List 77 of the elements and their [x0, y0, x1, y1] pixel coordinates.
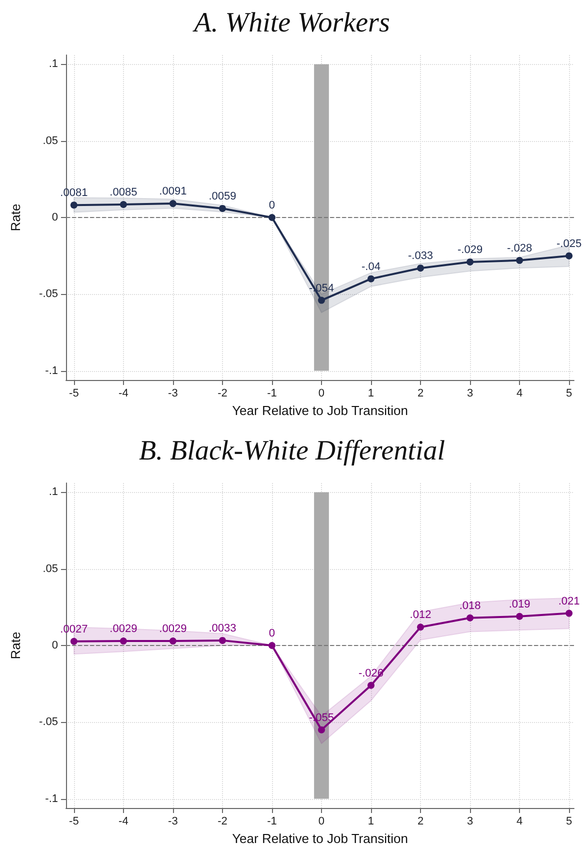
y-tick-label: 0	[52, 640, 58, 652]
point	[466, 258, 474, 266]
point	[318, 296, 325, 304]
y-tick-label: .1	[48, 486, 58, 498]
point	[566, 252, 573, 260]
y-tick-label: -.05	[39, 716, 58, 728]
point	[218, 636, 226, 644]
data-label: .019	[508, 598, 530, 610]
point	[318, 726, 325, 734]
data-label: .018	[459, 600, 481, 612]
point	[120, 638, 127, 645]
x-axis-title: Year Relative to Job Transition	[232, 403, 408, 418]
point	[368, 682, 374, 689]
point	[417, 624, 424, 631]
x-tick-label: -3	[168, 816, 178, 828]
point	[466, 614, 474, 622]
x-tick-label: -5	[69, 388, 79, 400]
data-label: .0029	[159, 623, 187, 636]
y-tick-label: -.1	[45, 792, 58, 805]
point	[417, 264, 424, 272]
x-tick-label: -4	[118, 816, 128, 828]
data-label: .0059	[208, 190, 236, 202]
x-tick-label: 5	[566, 388, 572, 400]
y-tick-label: .05	[42, 562, 58, 575]
data-label: .0085	[110, 186, 138, 198]
data-label: .012	[410, 609, 432, 622]
point	[368, 275, 374, 282]
data-label: .0029	[110, 623, 138, 636]
x-tick-label: 0	[318, 816, 325, 828]
x-tick-label: 1	[368, 816, 374, 828]
x-tick-label: 1	[368, 388, 374, 400]
data-label: 0	[268, 628, 276, 640]
x-tick-label: -2	[218, 388, 228, 400]
x-tick-label: -2	[218, 816, 228, 828]
y-tick-label: -.1	[45, 364, 58, 377]
x-tick-label: -5	[69, 816, 79, 828]
point	[268, 642, 276, 649]
data-label: -.025	[556, 238, 582, 250]
data-label: .021	[558, 595, 580, 608]
x-tick-label: 0	[318, 388, 325, 400]
point	[169, 638, 176, 645]
point	[268, 214, 276, 221]
y-axis-title: Rate	[8, 204, 23, 232]
x-tick-label: 2	[417, 816, 424, 828]
point	[566, 610, 573, 617]
data-label: -.028	[506, 242, 532, 254]
point	[120, 200, 127, 208]
x-tick-label: -4	[118, 388, 128, 400]
point	[70, 202, 78, 209]
x-tick-label: 4	[516, 388, 523, 400]
data-label: -.04	[362, 260, 380, 273]
point	[218, 204, 226, 212]
x-tick-label: 3	[466, 816, 474, 828]
x-tick-label: 3	[466, 388, 474, 400]
chart-title: A. White Workers	[192, 8, 390, 38]
data-label: 0	[268, 200, 276, 212]
x-tick-label: 4	[516, 816, 523, 828]
point	[516, 256, 524, 264]
point	[516, 612, 524, 620]
y-tick-label: .1	[48, 58, 58, 70]
y-tick-label: .05	[42, 134, 58, 147]
data-label: .0033	[208, 622, 236, 634]
point	[169, 200, 176, 208]
x-tick-label: 2	[417, 388, 424, 400]
x-tick-label: -1	[267, 388, 277, 400]
x-axis-title: Year Relative to Job Transition	[232, 831, 408, 846]
x-tick-label: 5	[566, 816, 572, 828]
y-tick-label: 0	[52, 212, 58, 224]
y-tick-label: -.05	[39, 288, 58, 300]
data-label: .0091	[159, 186, 187, 198]
x-tick-label: -3	[168, 388, 178, 400]
y-axis-title: Rate	[8, 632, 23, 660]
data-label: -.029	[457, 244, 483, 256]
x-tick-label: -1	[267, 816, 277, 828]
data-label: -.033	[408, 250, 434, 262]
point	[70, 638, 78, 645]
chart-title: B. Black-White Differential	[138, 436, 446, 466]
